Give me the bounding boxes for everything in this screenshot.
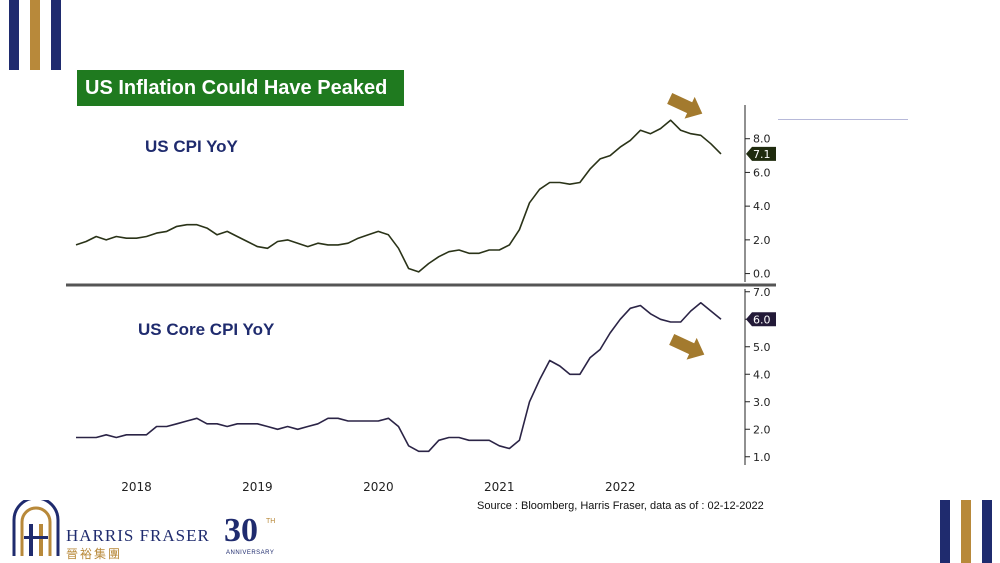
arrow-down-right-icon [667,92,703,119]
arrow-down-right-icon [669,333,705,360]
core-cpi-chart: 1.02.03.04.05.06.07.06.0 [76,286,776,464]
anniversary-badge: 30 TH ANNIVERSARY [224,512,280,560]
cpi-chart: 0.0 2.0 4.0 6.0 8.0 7.1 [75,119,776,281]
legend-rule [778,119,908,120]
stripe-navy [940,500,950,563]
core-last-value-label: 6.0 [753,313,771,326]
core-series-line [76,301,722,453]
brand-chinese-name: 晉裕集團 [66,547,123,561]
core-y-tick-label: 7.0 [753,286,771,299]
brand-logo: HARRIS FRASER 晉裕集團 30 TH ANNIVERSARY [10,498,280,561]
x-tick-label: 2019 [242,480,273,494]
core-y-tick-label: 3.0 [753,396,771,409]
stripe-navy [9,0,19,70]
x-tick-label: 2022 [605,480,636,494]
cpi-y-tick-label: 0.0 [753,268,771,281]
corner-stripes-bottom-right [940,500,1000,563]
core-y-tick-label: 1.0 [753,451,771,464]
anniversary-number: 30 [224,512,258,549]
cpi-y-tick-label: 2.0 [753,234,771,247]
core-y-tick-label: 5.0 [753,341,771,354]
x-tick-label: 2021 [484,480,515,494]
cpi-y-tick-label: 6.0 [753,166,771,179]
cpi-panel-label: US CPI YoY [145,137,238,156]
x-tick-label: 2020 [363,480,394,494]
stripe-gold [961,500,971,563]
stripe-navy [982,500,992,563]
anniversary-word: ANNIVERSARY [226,550,275,556]
source-note: Source : Bloomberg, Harris Fraser, data … [477,500,764,512]
core-last-value-tag [746,312,776,327]
corner-stripes-top-left [9,0,69,70]
x-axis-labels: 2018 2019 2020 2021 2022 [121,480,635,494]
anniversary-suffix: TH [266,518,276,525]
harris-fraser-monogram-icon [12,500,60,556]
stripe-navy [51,0,61,70]
core-cpi-panel-label: US Core CPI YoY [138,320,275,339]
cpi-last-value-tag [746,146,776,161]
page-title: US Inflation Could Have Peaked [77,70,404,106]
brand-name: HARRIS FRASER [66,526,210,545]
core-y-tick-label: 2.0 [753,423,771,436]
cpi-y-tick-label: 8.0 [753,133,771,146]
stripe-gold [30,0,40,70]
x-tick-label: 2018 [121,480,152,494]
core-y-tick-label: 4.0 [753,368,771,381]
cpi-last-value-label: 7.1 [753,148,771,161]
cpi-y-tick-label: 4.0 [753,200,771,213]
cpi-series-line [75,119,722,273]
